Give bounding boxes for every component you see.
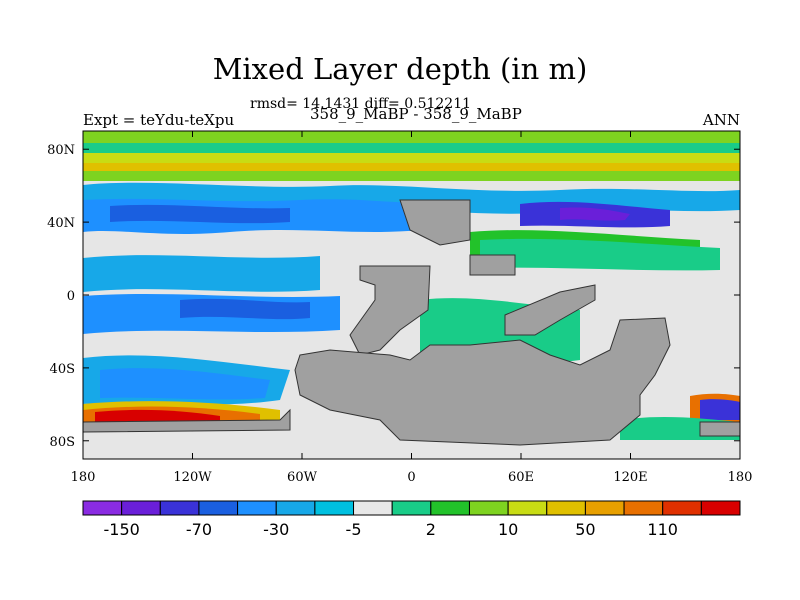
chart-subtitle: 358_9_MaBP - 358_9_MaBP (310, 105, 522, 123)
x-tick-label: 180 (71, 470, 96, 485)
land-mass (83, 199, 740, 446)
y-tick-label: 0 (67, 289, 75, 304)
colorbar-swatch (353, 500, 393, 516)
colorbar-label: 10 (498, 520, 518, 539)
colorbar-swatch (430, 500, 470, 516)
field-contour (480, 238, 720, 271)
field-band (83, 163, 740, 171)
colorbar-swatch (314, 500, 355, 516)
land-mass (504, 284, 596, 336)
colorbar-swatch (391, 500, 432, 516)
colorbar-swatch (121, 500, 161, 516)
field-band (83, 143, 740, 153)
season-label: ANN (702, 111, 740, 129)
land-mass (469, 254, 516, 276)
axes: 180 120W 60W 0 60E 120E 180 80N 40N 0 40S 80S (47, 131, 752, 485)
colorbar-label: -70 (186, 520, 212, 539)
land-mass (83, 408, 291, 433)
colorbar-swatch (82, 500, 123, 516)
chart-title: Mixed Layer depth (in m) (212, 52, 588, 86)
x-tick-label: 120W (173, 470, 212, 485)
colorbar-swatch (468, 500, 509, 516)
colorbar-swatch (159, 500, 200, 516)
colorbar: -150 -70 -30 -5 2 10 50 110 (82, 500, 741, 539)
y-tick-label: 80N (47, 143, 75, 158)
field-contour (100, 368, 270, 400)
field-contour (180, 298, 310, 320)
x-tick-label: 120E (613, 470, 647, 485)
x-tick-label: 60E (508, 470, 534, 485)
y-tick-label: 40S (50, 362, 75, 377)
colorbar-label: 50 (575, 520, 595, 539)
land-mass (699, 421, 740, 437)
field-contour (700, 399, 740, 420)
colorbar-label: 2 (426, 520, 436, 539)
x-tick-label: 60W (287, 470, 318, 485)
x-tick-label: 0 (407, 470, 415, 485)
colorbar-label: -150 (103, 520, 139, 539)
colorbar-label: 110 (647, 520, 678, 539)
colorbar-swatch (584, 500, 625, 516)
y-tick-label: 80S (50, 435, 75, 450)
colorbar-swatch (700, 500, 741, 516)
colorbar-label: -30 (263, 520, 289, 539)
field-band (83, 171, 740, 181)
stats-text: rmsd= 14.1431 diff= 0.512211 (250, 96, 472, 112)
colorbar-label: -5 (346, 520, 362, 539)
field-band (83, 153, 740, 163)
field-contour (560, 207, 630, 221)
colorbar-swatch (237, 500, 277, 516)
field-contour (95, 409, 220, 422)
colorbar-swatch (507, 500, 548, 516)
colorbar-swatch (275, 500, 316, 516)
land-mass (294, 317, 671, 446)
field-contour (110, 204, 290, 224)
x-tick-label: 180 (728, 470, 753, 485)
land-mass (399, 199, 471, 246)
colorbar-swatch (623, 500, 664, 516)
experiment-label: Expt = teYdu-teXpu (83, 111, 235, 129)
colorbar-swatch (546, 500, 586, 516)
y-tick-label: 40N (47, 216, 75, 231)
colorbar-swatch (662, 500, 702, 516)
colorbar-swatch (198, 500, 239, 516)
map-plot (83, 131, 740, 459)
field-contour (83, 255, 320, 292)
